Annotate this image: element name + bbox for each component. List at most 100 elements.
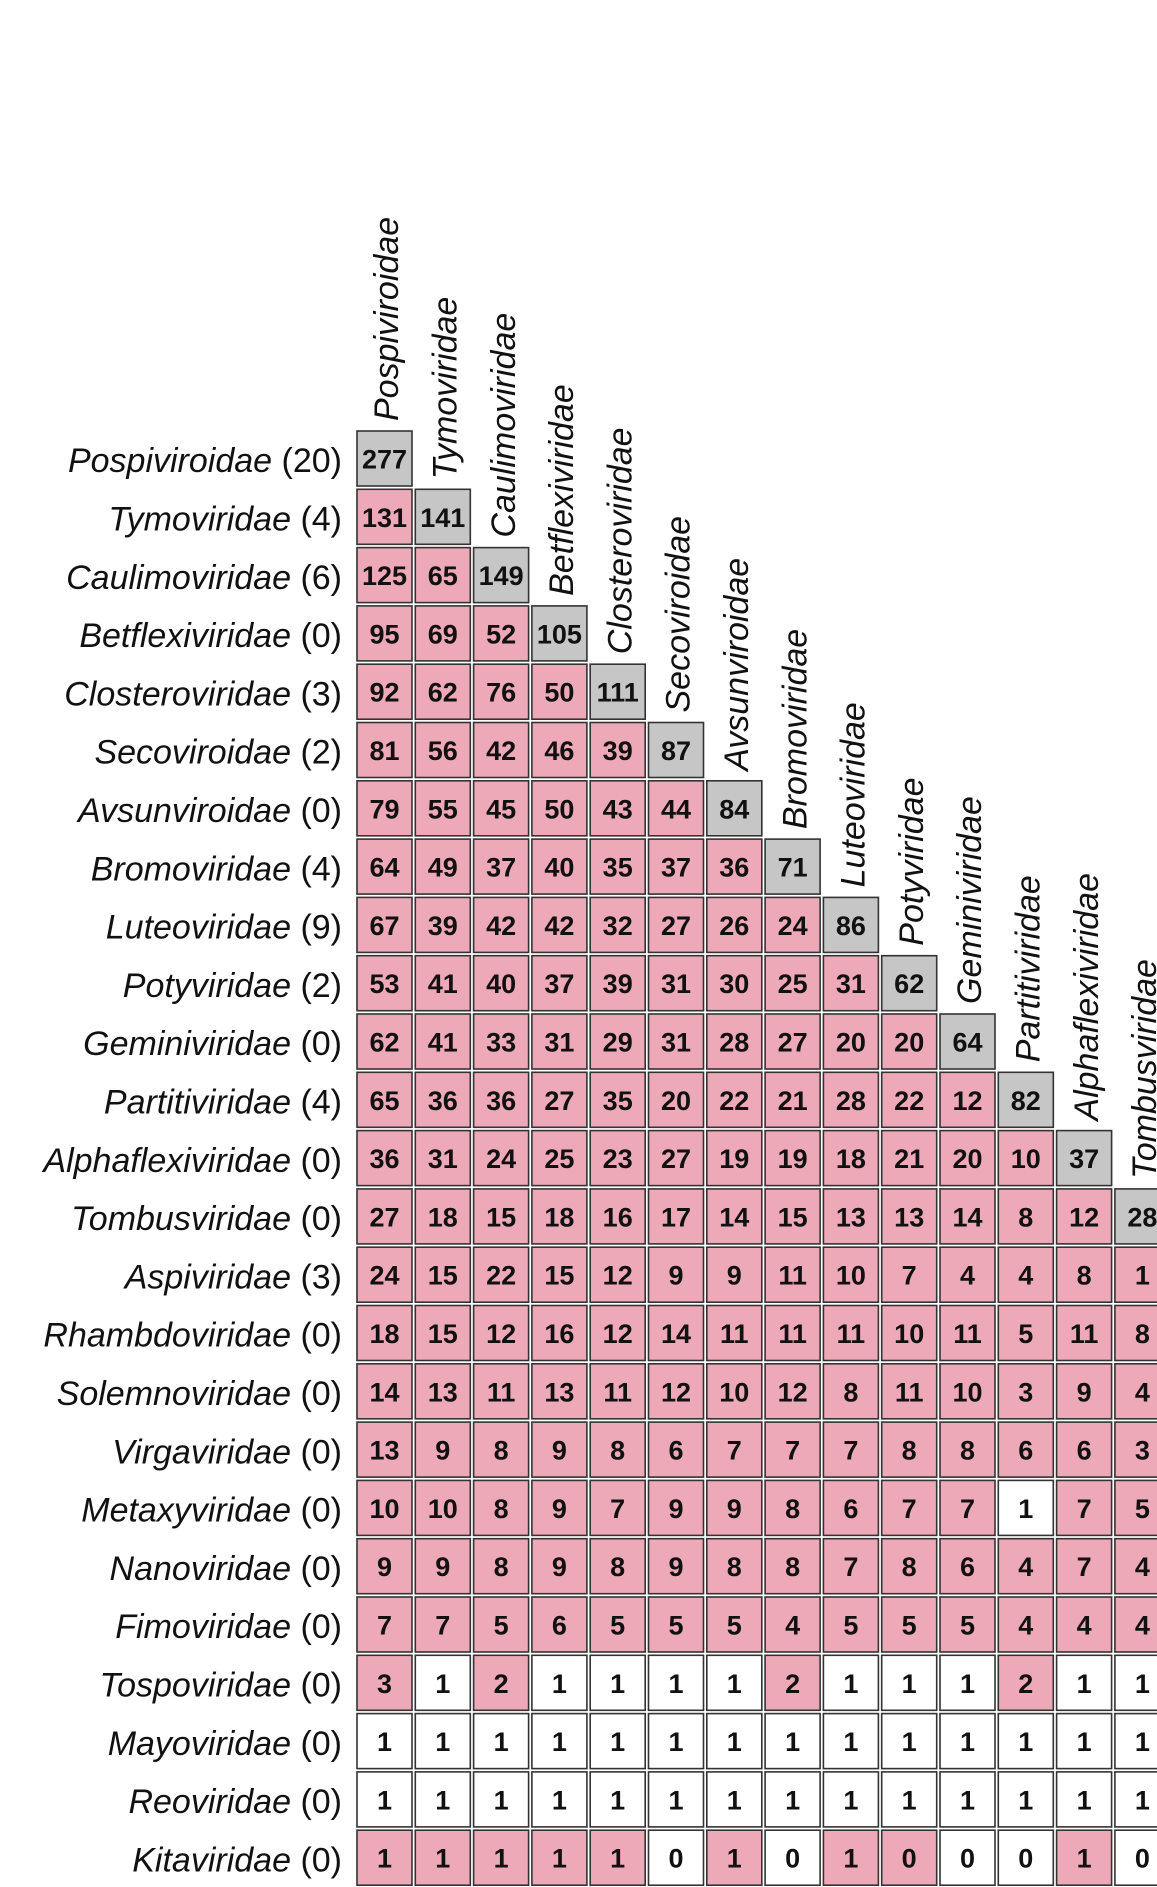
heatmap-cell (705, 1188, 763, 1245)
cell-value: 26 (719, 911, 749, 941)
heatmap-cell (414, 1596, 472, 1653)
heatmap-cell (589, 1129, 647, 1187)
heatmap-cell (705, 1129, 763, 1187)
heatmap-cell (1055, 1304, 1113, 1362)
row-label-count: (0) (291, 1433, 342, 1471)
heatmap-cell (589, 1712, 647, 1770)
heatmap-cell (822, 1771, 880, 1828)
heatmap-cell (589, 1304, 647, 1362)
cell-value: 50 (544, 794, 574, 824)
heatmap-cell (589, 1421, 647, 1478)
heatmap-cell (414, 488, 472, 546)
cell-value: 1 (785, 1727, 800, 1757)
cell-value: 49 (428, 853, 458, 883)
heatmap-cell (764, 1654, 821, 1712)
cell-value: 1 (377, 1844, 392, 1874)
heatmap-cell (531, 896, 588, 954)
cell-value: 8 (960, 1436, 975, 1466)
heatmap-cell (939, 1421, 996, 1478)
column-label: Pospiviroidae (368, 217, 406, 421)
cell-value: 28 (719, 1028, 749, 1058)
heatmap-cell (589, 838, 647, 895)
heatmap-cell (356, 546, 413, 604)
column-label: Potyviridae (893, 777, 931, 945)
heatmap-cell (1114, 1771, 1157, 1828)
heatmap-cell (647, 1304, 705, 1362)
row-label-count: (9) (291, 909, 342, 947)
cell-value: 76 (486, 678, 516, 708)
cell-value: 56 (428, 736, 458, 766)
heatmap-cell (472, 1188, 530, 1245)
cell-value: 15 (544, 1261, 574, 1291)
cell-value: 14 (369, 1377, 399, 1407)
cell-value: 15 (428, 1261, 458, 1291)
cell-value: 1 (435, 1785, 450, 1815)
heatmap-cell (414, 1654, 472, 1712)
heatmap-cell (531, 1712, 588, 1770)
cell-value: 8 (785, 1494, 800, 1524)
heatmap-cell (531, 1013, 588, 1070)
heatmap-cell (414, 1071, 472, 1129)
cell-value: 45 (486, 794, 516, 824)
heatmap-cell (589, 1537, 647, 1595)
row-label-count: (0) (291, 1492, 342, 1530)
heatmap-cell (1114, 1421, 1157, 1478)
heatmap-cell (472, 779, 530, 837)
heatmap-cell (1114, 1712, 1157, 1770)
cell-value: 15 (486, 1202, 516, 1232)
row-label: Metaxyviridae (0) (81, 1492, 342, 1530)
row-label-name: Partitiviridae (104, 1083, 291, 1121)
cell-value: 1 (960, 1669, 975, 1699)
column-label: Partitiviridae (1009, 875, 1047, 1062)
row-label: Pospiviroidae (20) (68, 442, 342, 480)
heatmap-cell (880, 1537, 938, 1595)
heatmap-cell (472, 1071, 530, 1129)
row-label-name: Fimoviridae (115, 1608, 291, 1646)
heatmap-cell (1055, 1771, 1113, 1828)
cell-value: 32 (603, 911, 633, 941)
cell-value: 82 (1011, 1086, 1041, 1116)
row-label-name: Aspiviridae (123, 1258, 291, 1296)
cell-value: 277 (362, 445, 407, 475)
heatmap-cell (356, 1712, 413, 1770)
heatmap-cell (647, 1071, 705, 1129)
heatmap-cell (705, 1363, 763, 1420)
cell-value: 141 (420, 503, 465, 533)
heatmap-cell (880, 1129, 938, 1187)
heatmap-cell (705, 1479, 763, 1537)
cell-value: 10 (836, 1261, 866, 1291)
cell-value: 149 (479, 561, 524, 591)
heatmap-cell (1055, 1537, 1113, 1595)
cell-value: 31 (661, 1028, 691, 1058)
heatmap-cell (472, 1479, 530, 1537)
heatmap-cell (414, 546, 472, 604)
cell-value: 7 (1077, 1552, 1092, 1582)
cell-value: 1 (435, 1844, 450, 1874)
cell-value: 1 (727, 1727, 742, 1757)
heatmap-cell (356, 1537, 413, 1595)
column-label: Bromoviridae (776, 629, 814, 829)
cell-value: 10 (428, 1494, 458, 1524)
cell-value: 1 (843, 1669, 858, 1699)
cell-value: 1 (1135, 1261, 1150, 1291)
cell-value: 41 (428, 969, 458, 999)
cell-value: 21 (778, 1086, 808, 1116)
heatmap-cell (647, 1771, 705, 1828)
heatmap-cell (414, 663, 472, 721)
cell-value: 1 (1077, 1844, 1092, 1874)
cell-value: 10 (894, 1319, 924, 1349)
heatmap-cell (764, 1188, 821, 1245)
cell-value: 27 (544, 1086, 574, 1116)
column-label: Secoviroidae (660, 516, 698, 713)
cell-value: 1 (494, 1844, 509, 1874)
heatmap-cell (1114, 1188, 1157, 1245)
row-label: Tymoviridae (4) (108, 500, 342, 538)
heatmap-cell (647, 838, 705, 895)
heatmap-cell (997, 1596, 1055, 1653)
cell-value: 5 (843, 1611, 858, 1641)
cell-value: 10 (1011, 1144, 1041, 1174)
heatmap-cell (764, 1596, 821, 1653)
cell-value: 64 (952, 1028, 982, 1058)
heatmap-cell (414, 1829, 472, 1886)
cell-value: 9 (668, 1494, 683, 1524)
